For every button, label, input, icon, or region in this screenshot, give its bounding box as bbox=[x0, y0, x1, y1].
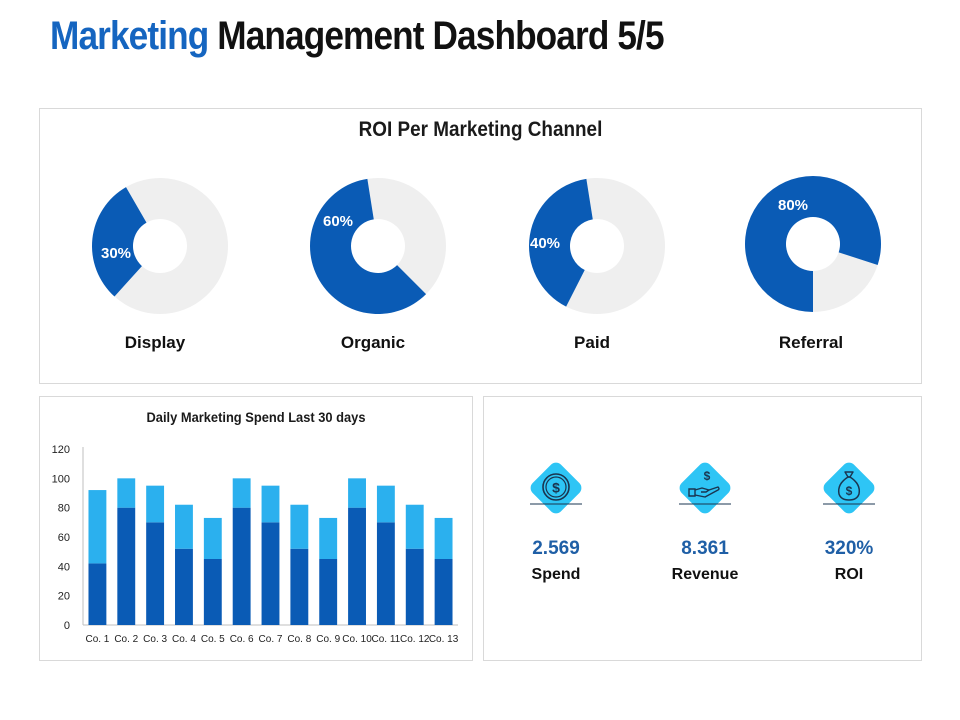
x-tick-label: Co. 7 bbox=[259, 634, 283, 645]
bar-co-2-series-1 bbox=[117, 507, 136, 625]
x-tick-label: Co. 3 bbox=[143, 634, 167, 645]
svg-text:$: $ bbox=[552, 480, 560, 496]
bar-co-11-series-1 bbox=[376, 522, 395, 625]
donut-paid: 40% Paid bbox=[529, 177, 665, 352]
bar-co-6-series-1 bbox=[232, 507, 251, 625]
donut-organic: 60% Organic bbox=[309, 178, 446, 352]
page-title-accent: Marketing bbox=[50, 14, 209, 58]
bar-co-6-series-2 bbox=[232, 478, 251, 508]
dollar-coin-icon: $ bbox=[530, 462, 582, 514]
roi-panel: ROI Per Marketing Channel 30% Display 60% O… bbox=[39, 108, 922, 384]
donut-slice-paid bbox=[529, 178, 593, 307]
money-bag-icon: $ bbox=[823, 462, 875, 514]
svg-text:$: $ bbox=[704, 469, 711, 483]
roi-donut-charts: 30% Display 60% Organic 40% Paid 80% Referral bbox=[92, 175, 881, 352]
y-tick-label: 100 bbox=[52, 473, 70, 485]
spend-panel-title: Daily Marketing Spend Last 30 days bbox=[146, 409, 366, 425]
bar-co-7-series-2 bbox=[261, 485, 280, 523]
x-tick-label: Co. 6 bbox=[230, 634, 254, 645]
bar-co-7-series-1 bbox=[261, 522, 280, 625]
kpi-revenue-label: Revenue bbox=[671, 566, 739, 583]
donut-slice-display bbox=[92, 187, 147, 297]
donut-value-label-referral: 80% bbox=[778, 197, 808, 214]
donut-category-label-display: Display bbox=[125, 333, 186, 352]
donut-remainder-referral bbox=[813, 252, 878, 312]
donut-slice-organic bbox=[309, 178, 427, 315]
hand-dollar-icon: $ bbox=[679, 462, 731, 514]
bar-co-5-series-1 bbox=[203, 559, 222, 625]
bar-co-12-series-2 bbox=[405, 504, 424, 549]
x-tick-label: Co. 4 bbox=[172, 634, 196, 645]
x-tick-label: Co. 8 bbox=[287, 634, 311, 645]
kpi-spend-value: 2.569 bbox=[532, 538, 580, 559]
donut-remainder-display bbox=[114, 178, 228, 314]
x-tick-label: Co. 2 bbox=[114, 634, 138, 645]
daily-spend-bar-chart: 0 20 40 60 80 100 120 Co. 1 Co. 2 Co. 3 Co. 4 Co. 5… bbox=[52, 444, 459, 645]
y-tick-label: 80 bbox=[58, 503, 70, 515]
bar-co-13-series-1 bbox=[434, 559, 453, 625]
x-tick-label: Co. 10 bbox=[342, 634, 372, 645]
y-tick-label: 0 bbox=[64, 620, 70, 632]
kpi-spend-label: Spend bbox=[531, 566, 581, 583]
y-tick-label: 60 bbox=[58, 532, 70, 544]
x-tick-label: Co. 9 bbox=[316, 634, 340, 645]
roi-panel-title: ROI Per Marketing Channel bbox=[358, 118, 603, 141]
bar-co-10-series-2 bbox=[348, 478, 366, 508]
bar-co-12-series-1 bbox=[405, 548, 424, 625]
bar-co-1-series-1 bbox=[88, 563, 107, 625]
bar-co-9-series-1 bbox=[319, 559, 338, 625]
donut-remainder-paid bbox=[566, 177, 665, 314]
page-title: Marketing Management Dashboard 5/5 bbox=[50, 14, 665, 59]
donut-value-label-organic: 60% bbox=[323, 213, 353, 230]
bar-co-10-series-1 bbox=[348, 507, 366, 625]
donut-value-label-display: 30% bbox=[101, 245, 131, 262]
kpi-roi-label: ROI bbox=[834, 566, 864, 583]
svg-text:$: $ bbox=[846, 484, 853, 498]
bar-co-1-series-2 bbox=[88, 490, 107, 564]
page-title-rest: Management Dashboard 5/5 bbox=[217, 14, 664, 58]
bar-co-8-series-2 bbox=[290, 504, 309, 549]
donut-category-label-referral: Referral bbox=[779, 333, 843, 352]
bar-co-4-series-1 bbox=[175, 548, 193, 625]
bar-co-13-series-2 bbox=[434, 517, 453, 559]
bar-co-3-series-2 bbox=[146, 485, 165, 523]
donut-display: 30% Display bbox=[92, 178, 228, 352]
kpi-panel: $ 2.569 Spend $ 8.361 Revenue $ 320% ROI bbox=[483, 396, 922, 661]
y-tick-label: 20 bbox=[58, 591, 70, 603]
bar-co-8-series-1 bbox=[290, 548, 309, 625]
donut-category-label-organic: Organic bbox=[341, 333, 405, 352]
x-tick-label: Co. 13 bbox=[429, 634, 459, 645]
bar-co-4-series-2 bbox=[175, 504, 193, 549]
x-tick-label: Co. 12 bbox=[400, 634, 430, 645]
kpi-roi-value: 320% bbox=[824, 538, 874, 559]
donut-remainder-organic bbox=[367, 178, 446, 295]
bar-co-3-series-1 bbox=[146, 522, 165, 625]
bar-co-11-series-2 bbox=[376, 485, 395, 523]
bar-co-2-series-2 bbox=[117, 478, 136, 508]
donut-value-label-paid: 40% bbox=[530, 235, 560, 252]
donut-category-label-paid: Paid bbox=[574, 333, 610, 352]
spend-panel: Daily Marketing Spend Last 30 days 0 20 40… bbox=[39, 396, 473, 661]
bar-co-5-series-2 bbox=[203, 517, 222, 559]
x-tick-label: Co. 1 bbox=[85, 634, 109, 645]
kpi-revenue-value: 8.361 bbox=[681, 538, 729, 559]
x-tick-label: Co. 5 bbox=[201, 634, 225, 645]
y-tick-label: 120 bbox=[52, 444, 70, 456]
bar-co-9-series-2 bbox=[319, 517, 338, 559]
x-tick-label: Co. 11 bbox=[372, 634, 401, 645]
y-tick-label: 40 bbox=[58, 561, 70, 573]
donut-referral: 80% Referral bbox=[744, 175, 881, 352]
donut-slice-referral bbox=[744, 175, 881, 312]
